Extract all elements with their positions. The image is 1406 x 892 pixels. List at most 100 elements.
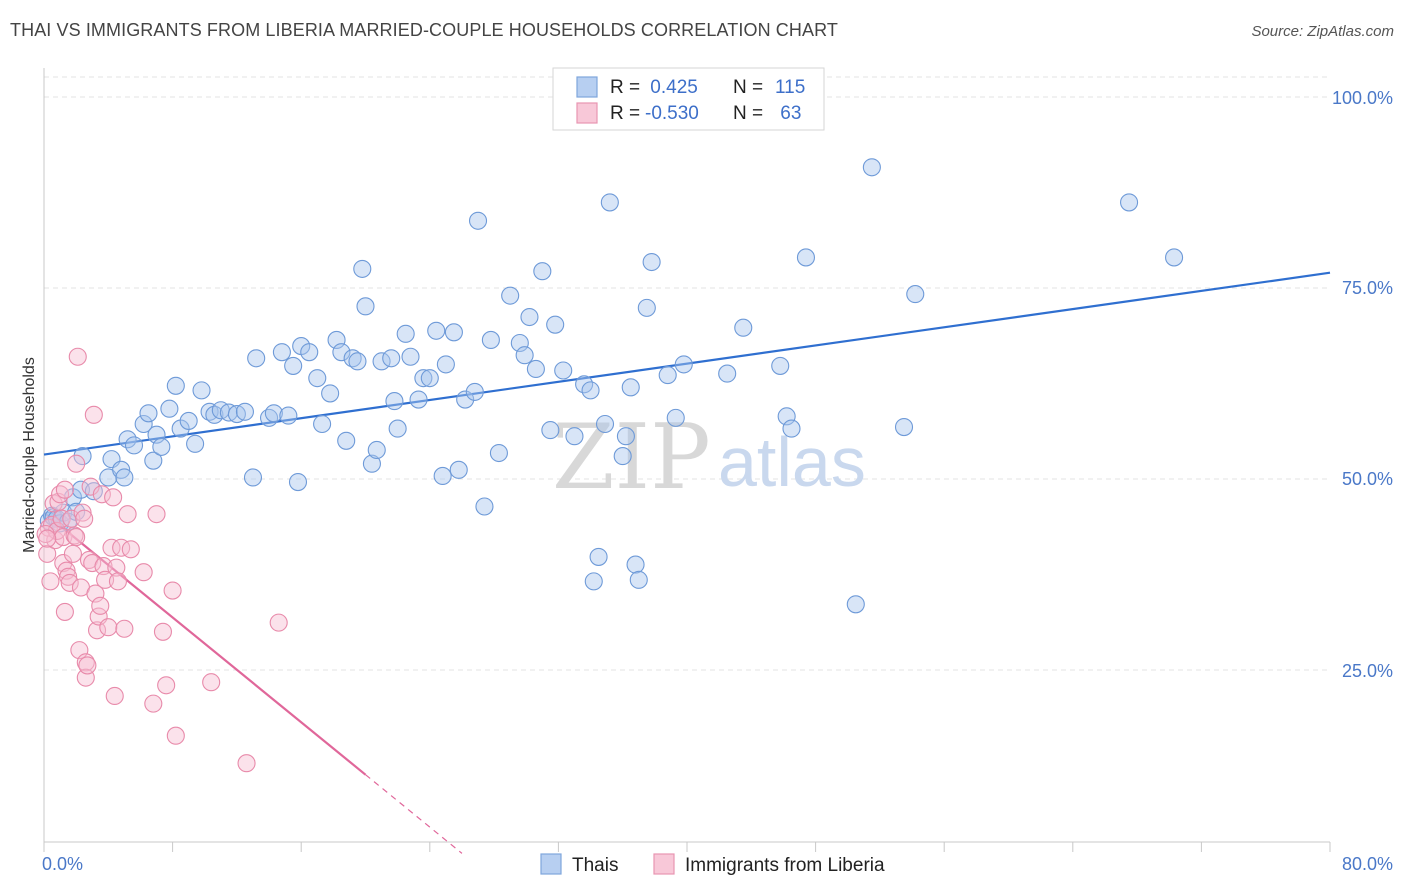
liberia-point — [55, 480, 74, 499]
thais-point — [337, 431, 356, 450]
legend-n-value-2: 63 — [775, 103, 801, 124]
thais-point — [200, 402, 219, 421]
liberia-point — [67, 528, 86, 547]
thais-point — [613, 447, 632, 466]
liberia-point — [91, 596, 110, 615]
liberia-point — [121, 540, 140, 559]
series-legend-label-liberia: Immigrants from Liberia — [685, 855, 885, 876]
legend-n-label-1: N = — [733, 77, 763, 98]
thais-point — [179, 411, 198, 430]
legend-r-value-1: 0.425 — [645, 77, 698, 98]
liberia-point — [78, 656, 97, 675]
thais-point — [372, 352, 391, 371]
liberia-point — [166, 726, 185, 745]
liberia-point — [68, 347, 87, 366]
thais-point — [520, 307, 539, 327]
liberia-point — [60, 573, 79, 592]
liberia-point — [107, 558, 126, 577]
axes — [43, 68, 1331, 852]
thais-point — [409, 390, 428, 409]
thais-point — [186, 434, 205, 453]
thais-point — [427, 321, 446, 340]
y-tick-label-50: 50.0% — [1342, 469, 1393, 489]
thais-point — [894, 417, 914, 437]
thais-point — [367, 440, 386, 460]
liberia-point — [67, 454, 86, 473]
thais-point — [134, 414, 153, 434]
liberia-point — [147, 505, 166, 524]
thais-point — [272, 343, 291, 362]
thais-point — [616, 427, 635, 446]
series-legend: Thais Immigrants from Liberia — [540, 853, 885, 876]
liberia-point — [76, 653, 95, 672]
thais-point — [332, 343, 351, 362]
thais-point — [321, 384, 340, 403]
thais-point — [166, 376, 185, 395]
liberia-point — [108, 572, 127, 591]
thais-point — [160, 399, 179, 418]
liberia-point — [75, 509, 94, 528]
liberia-point — [153, 622, 173, 641]
liberia-point — [157, 676, 176, 695]
thais-point — [489, 443, 508, 463]
thais-point — [313, 414, 332, 434]
thais-point — [626, 555, 645, 574]
thais-point — [862, 158, 881, 177]
liberia-point — [38, 529, 57, 548]
legend-r-value-2: -0.530 — [645, 103, 699, 124]
liberia-point — [163, 581, 182, 600]
thais-point — [595, 414, 615, 434]
liberia-point — [38, 544, 57, 563]
liberia-point — [84, 405, 103, 424]
thais-point — [846, 595, 865, 614]
thais-point — [247, 349, 266, 368]
thais-point — [734, 318, 753, 337]
thais-point — [152, 437, 171, 456]
thais-point — [300, 343, 319, 362]
thais-point — [658, 366, 677, 385]
liberia-point — [55, 602, 74, 621]
thais-point — [554, 361, 573, 380]
y-tick-label-100: 100.0% — [1332, 88, 1393, 108]
thais-point — [433, 466, 452, 485]
liberia-point — [237, 754, 256, 773]
liberia-point — [99, 618, 118, 637]
liberia-point — [112, 538, 131, 557]
thais-point — [782, 419, 801, 438]
thais-point — [264, 404, 283, 423]
chart-title: THAI VS IMMIGRANTS FROM LIBERIA MARRIED-… — [10, 20, 838, 40]
legend-n-value-1: 115 — [775, 77, 805, 98]
liberia-point — [105, 686, 124, 706]
thais-point — [353, 259, 372, 278]
liberia-point — [115, 619, 134, 638]
legend-swatch-blue — [576, 76, 598, 98]
thais-point — [279, 406, 298, 425]
liberia-point — [144, 694, 163, 713]
thais-point — [396, 324, 415, 343]
liberia-point — [52, 509, 71, 528]
series-legend-swatch-liberia — [653, 853, 675, 875]
thais-point — [144, 451, 163, 470]
liberia-point — [102, 538, 121, 557]
thais-trend-line — [43, 271, 1331, 456]
thais-point — [629, 570, 648, 589]
stats-legend-box — [552, 67, 825, 131]
liberia-point — [118, 505, 137, 524]
liberia-point — [92, 485, 111, 504]
thais-point — [771, 356, 790, 375]
liberia-point — [202, 673, 221, 692]
thais-point — [906, 285, 925, 304]
y-tick-label-75: 75.0% — [1342, 278, 1393, 298]
thais-point — [385, 392, 404, 411]
thais-point — [436, 355, 455, 374]
stats-legend: R = 0.425 N = 115 R = -0.530 N = 63 — [552, 67, 825, 131]
legend-r-label-2: R = — [610, 103, 640, 124]
thais-point — [356, 297, 375, 316]
thais-point — [124, 436, 144, 455]
source-label: Source: ZipAtlas.com — [1251, 23, 1394, 40]
thais-point — [1120, 193, 1139, 212]
thais-point — [115, 468, 134, 487]
thais-point — [565, 427, 584, 446]
liberia-point — [63, 544, 82, 563]
thais-point — [475, 497, 494, 516]
